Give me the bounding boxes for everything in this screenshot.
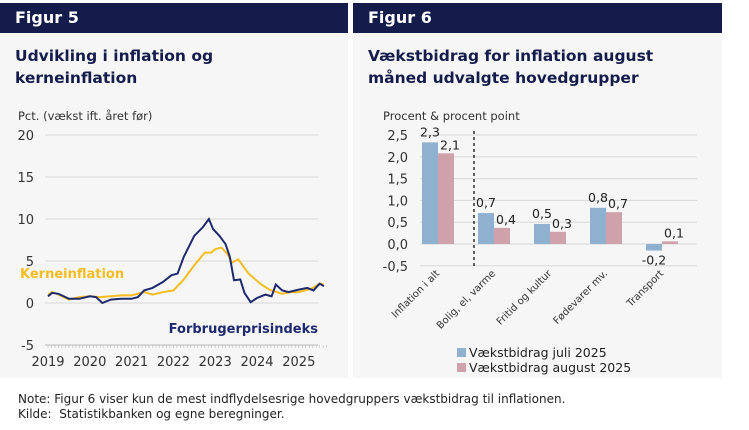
y-tick-label: 0,0 [387,238,408,253]
y-tick-label: 5 [26,255,34,270]
data-label: 2,1 [440,137,460,152]
data-label: 0,5 [532,206,552,221]
y-tick-label: -5 [21,339,34,354]
notes: Note: Figur 6 viser kun de mest indflyde… [18,392,565,422]
y-tick-label: 1,0 [387,194,408,209]
x-tick-label: 2020 [73,355,106,370]
data-label: 0,8 [588,190,608,205]
data-label: 0,7 [476,195,496,210]
bar-juli [534,223,550,244]
bar-juli [422,142,438,244]
legend-swatch [457,363,466,372]
x-tick-label: 2025 [282,355,315,370]
data-label: 0,7 [608,196,628,211]
y-tick-label: -0,5 [383,260,408,275]
data-label: 0,1 [664,225,684,240]
bar-juli [590,207,606,244]
x-category-label: Bolig, el, varme [435,268,498,331]
series-label-kerneinflation: Kerneinflation [20,267,124,282]
figure-6-panel: Figur 6 Vækstbidrag for inflation august… [353,3,722,378]
y-tick-label: 0 [26,297,34,312]
x-category-label: Fritid og kultur [495,268,555,328]
series-line-forbrugerprisindeks [47,216,325,305]
data-label: 0,3 [552,216,572,231]
x-tick-label: 2021 [115,355,148,370]
bar-juli [478,213,494,244]
series-label-forbrugerprisindeks: Forbrugerprisindeks [169,322,319,337]
note-text: Figur 6 viser kun de mest indflydelsesri… [54,392,566,406]
data-label: 2,3 [420,124,440,139]
y-axis-label: Pct. (vækst ift. året før) [18,109,152,123]
source-text: Statistikbanken og egne beregninger. [59,407,285,421]
data-label: 0,4 [496,212,516,227]
data-label: -0,2 [642,253,666,268]
y-tick-label: 20 [17,129,34,144]
bar-august [494,227,510,244]
bar-august [662,241,678,244]
x-tick-label: 2022 [157,355,190,370]
legend-label: Vækstbidrag juli 2025 [469,345,607,360]
y-axis-label: Procent & procent point [383,109,520,123]
y-tick-label: 0,5 [387,216,408,231]
figure-6-title: Vækstbidrag for inflation august måned u… [368,47,654,87]
y-tick-label: 10 [17,213,34,228]
bar-august [606,212,622,244]
x-category-label: Transport [624,268,666,310]
legend-swatch [457,348,466,357]
figure-5-panel: Figur 5 Udvikling i inflation og kernein… [0,3,348,378]
figure-5-header: Figur 5 [0,3,348,33]
bar-august [438,153,454,244]
y-tick-label: 1,5 [387,173,408,188]
y-tick-label: 15 [17,171,34,186]
bar-august [550,231,566,244]
x-tick-label: 2019 [31,355,64,370]
source-label: Kilde: [18,407,52,421]
y-tick-label: 2,0 [387,151,408,166]
note-label: Note: [18,392,51,406]
x-tick-label: 2023 [199,355,232,370]
y-tick-label: 2,5 [387,129,408,144]
bar-juli [646,244,662,251]
figure-6-header: Figur 6 [353,3,722,33]
x-category-label: Fødevarer mv. [552,268,611,327]
x-tick-label: 2024 [240,355,273,370]
x-category-label: Inflation i alt [390,268,442,320]
figure-5-title: Udvikling i inflation og kerneinflation [15,47,214,87]
legend-label: Vækstbidrag august 2025 [469,360,631,375]
